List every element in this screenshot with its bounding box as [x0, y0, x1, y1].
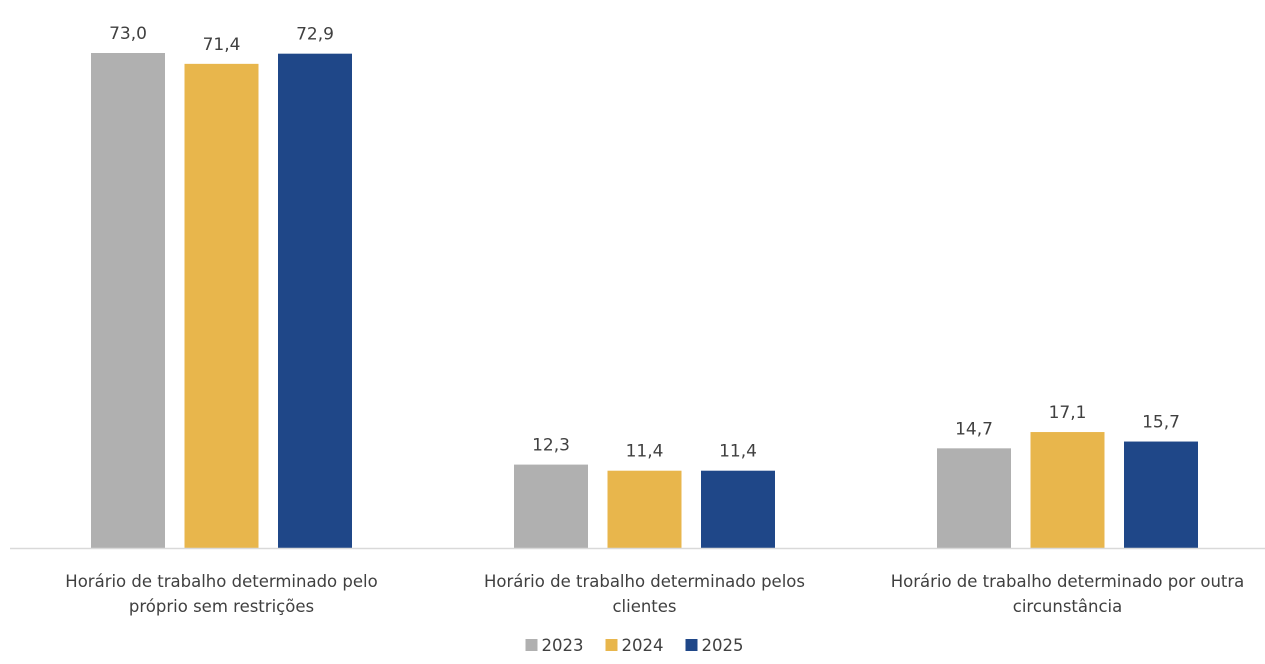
category-labels-layer: Horário de trabalho determinado pelo próp…	[65, 572, 1244, 616]
category-label-2-line-1: Horário de trabalho determinado pelos	[484, 572, 805, 591]
data-label-2023-cat1: 73,0	[109, 24, 147, 44]
bar-2024-cat2	[607, 470, 682, 548]
category-label-2: Horário de trabalho determinado pelos cli…	[484, 572, 805, 616]
legend-label-2025: 2025	[702, 636, 744, 655]
bar-2025-cat1	[278, 53, 352, 549]
category-label-1-line-2: próprio sem restrições	[129, 597, 314, 616]
legend-swatch-2023	[525, 639, 538, 651]
bar-2024-cat3	[1030, 432, 1105, 548]
bar-2023-cat1	[91, 53, 165, 548]
legend-swatch-2025	[685, 639, 698, 651]
data-labels-layer: 73,0 71,4 72,9 12,3 11,4 11,4 14,7 17,1 15,7	[109, 24, 1180, 462]
data-label-2025-cat1: 72,9	[296, 25, 334, 45]
category-label-3-line-2: circunstância	[1013, 597, 1122, 616]
legend-swatch-2024	[605, 639, 618, 651]
category-label-1: Horário de trabalho determinado pelo próp…	[65, 572, 377, 616]
bars-layer	[91, 53, 1198, 549]
category-label-2-line-2: clientes	[612, 597, 676, 616]
bar-2025-cat2	[701, 470, 775, 548]
legend-label-2023: 2023	[542, 636, 584, 655]
data-label-2024-cat1: 71,4	[203, 35, 241, 55]
category-label-3-line-1: Horário de trabalho determinado por outr…	[891, 572, 1245, 591]
category-label-3: Horário de trabalho determinado por outr…	[891, 572, 1245, 616]
data-label-2023-cat2: 12,3	[532, 436, 570, 456]
legend: 2023 2024 2025	[525, 636, 744, 655]
bar-2024-cat1	[184, 63, 259, 549]
bar-2023-cat3	[937, 448, 1011, 548]
data-label-2025-cat3: 15,7	[1142, 413, 1180, 433]
bar-2023-cat2	[514, 464, 588, 548]
data-label-2025-cat2: 11,4	[719, 442, 757, 462]
data-label-2024-cat2: 11,4	[626, 442, 664, 462]
category-label-1-line-1: Horário de trabalho determinado pelo	[65, 572, 377, 591]
legend-label-2024: 2024	[622, 636, 664, 655]
data-label-2023-cat3: 14,7	[955, 419, 993, 439]
data-label-2024-cat3: 17,1	[1049, 403, 1087, 423]
bar-2025-cat3	[1124, 441, 1198, 548]
